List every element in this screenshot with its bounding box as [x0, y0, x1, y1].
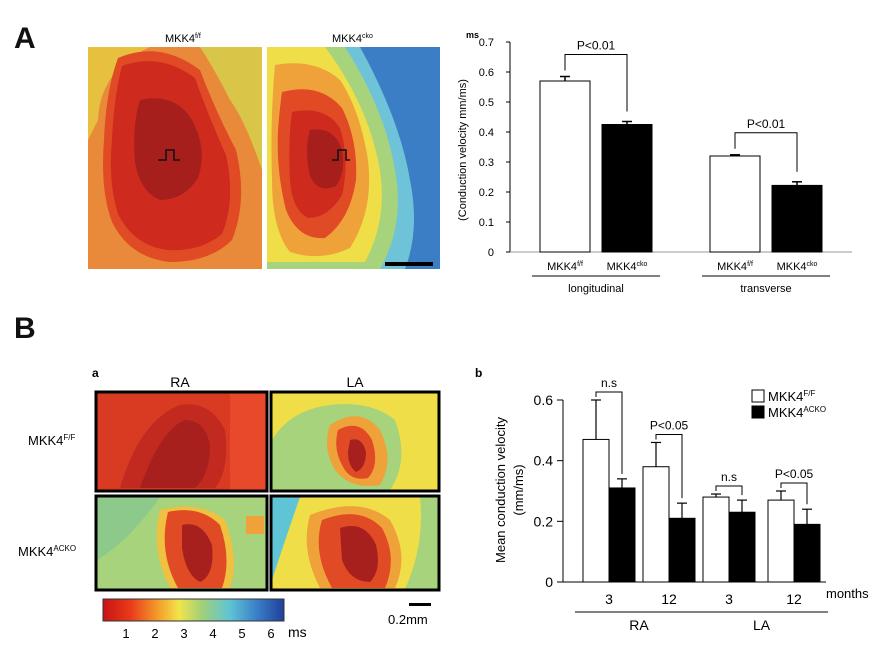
map-ra-acko — [94, 494, 269, 592]
colorbar-tick-label: 2 — [151, 626, 158, 641]
chart-b-significance-bracket — [780, 482, 808, 505]
chart-a-bar-label: MKK4cko — [607, 261, 648, 273]
row-title-ff: MKK4F/F — [28, 433, 76, 448]
chart-a-ytick-label: 0 — [488, 247, 494, 259]
panel-letter-b: B — [14, 312, 36, 345]
chart-a-bar — [539, 80, 591, 253]
panel-letter-a: A — [14, 22, 36, 55]
chart-b-region-label: LA — [753, 617, 771, 633]
activation-map-ff — [88, 47, 262, 269]
chart-a-significance-bracket — [734, 132, 798, 172]
chart-b: b Mean conduction velocity (mm/ms) 00.20… — [475, 366, 869, 633]
colorbar-tick-label: 3 — [180, 626, 187, 641]
chart-b-ytick-label: 0.6 — [534, 392, 554, 408]
scalebar — [409, 603, 431, 606]
chart-b-bar — [702, 496, 730, 583]
chart-a-bar-label: MKK4f/f — [717, 261, 753, 273]
colorbar-tick-label: 5 — [238, 626, 245, 641]
chart-a-group-label: longitudinal — [568, 283, 624, 295]
chart-a-ytick-label: 0.4 — [479, 127, 494, 139]
chart-a-ticks: 0 0.1 0.2 0.3 0.4 0.5 0.6 0.7 — [479, 37, 510, 259]
chart-b-significance-bracket — [595, 391, 623, 474]
chart-a-group-label: transverse — [740, 283, 791, 295]
chart-b-month-label: 12 — [786, 591, 802, 607]
colorbar-ticks: 1 2 3 4 5 6 — [122, 626, 274, 641]
chart-b-bar — [767, 499, 795, 583]
map-title-cko: MKK4cko — [332, 33, 373, 45]
activation-map-cko — [267, 47, 440, 269]
chart-a-bar — [709, 155, 761, 253]
chart-b-bar — [582, 438, 610, 583]
chart-b-significance-bracket — [655, 433, 683, 499]
map-la-acko — [269, 494, 441, 592]
chart-b-significance-label: n.s — [721, 470, 737, 484]
colorbar-tick-label: 6 — [267, 626, 274, 641]
chart-b-xunit: months — [826, 586, 869, 601]
chart-b-ylabel-2: (mm/ms) — [511, 464, 526, 515]
colorbar — [102, 598, 285, 622]
map-title-ff: MKK4f/f — [165, 33, 201, 45]
chart-a-significance-label: P<0.01 — [577, 39, 616, 53]
chart-a-ytick-label: 0.3 — [479, 157, 494, 169]
chart-b-legend: MKK4F/F MKK4ACKO — [751, 389, 826, 420]
map-ra-ff — [94, 390, 269, 493]
legend-label-acko: MKK4ACKO — [768, 405, 826, 420]
chart-a: (Conduction velocity mm/ms) 0 0.1 0.2 0.3 0.… — [457, 37, 852, 295]
chart-b-bars: 3 n.s 12 P<0.05 RA 3 n.s 12 P<0.05 LA — [575, 376, 828, 633]
chart-b-bar — [668, 517, 696, 583]
colorbar-tick-label: 4 — [209, 626, 216, 641]
chart-b-region-label: RA — [629, 617, 649, 633]
row-title-acko: MKK4ACKO — [18, 544, 76, 559]
chart-a-ytick-label: 0.5 — [479, 97, 494, 109]
chart-a-bar-label: MKK4f/f — [547, 261, 583, 273]
legend-swatch-ff — [751, 389, 765, 403]
chart-b-month-label: 12 — [661, 591, 677, 607]
chart-b-month-label: 3 — [605, 591, 613, 607]
chart-a-bars: MKK4f/f MKK4cko longitudinal P<0.01 MKK4f/f M… — [532, 39, 830, 295]
chart-b-bar — [728, 511, 756, 583]
legend-label-ff: MKK4F/F — [768, 389, 816, 404]
scalebar-label: 0.2mm — [388, 612, 428, 627]
chart-a-bar — [601, 124, 653, 253]
chart-b-ytick-label: 0.4 — [534, 453, 554, 469]
chart-a-ytick-label: 0.6 — [479, 67, 494, 79]
chart-a-ytick-label: 0.1 — [479, 217, 494, 229]
stray-unit-label: ms — [466, 30, 479, 40]
colorbar-unit: ms — [288, 624, 307, 640]
chart-b-significance-bracket — [715, 485, 743, 496]
chart-a-significance-label: P<0.01 — [747, 117, 786, 131]
chart-a-bar — [771, 184, 823, 253]
col-title-ra: RA — [170, 374, 190, 390]
chart-a-bar-label: MKK4cko — [777, 261, 818, 273]
chart-b-significance-label: P<0.05 — [650, 418, 689, 432]
colorbar-tick-label: 1 — [122, 626, 129, 641]
chart-b-significance-label: n.s — [601, 376, 617, 390]
chart-b-significance-label: P<0.05 — [775, 467, 814, 481]
chart-b-ytick-label: 0 — [545, 574, 553, 590]
chart-b-bar — [793, 523, 821, 583]
chart-b-ytick-label: 0.2 — [534, 513, 554, 529]
legend-swatch-acko — [751, 405, 765, 419]
chart-a-ytick-label: 0.7 — [479, 37, 494, 49]
col-title-la: LA — [346, 374, 364, 390]
chart-b-bar — [608, 487, 636, 583]
chart-b-ylabel-1: Mean conduction velocity — [493, 417, 508, 563]
chart-b-month-label: 3 — [725, 591, 733, 607]
panel-b-b-label: b — [475, 366, 482, 380]
panel-a-maps: MKK4f/f MKK4cko ms — [88, 30, 479, 269]
chart-b-ticks: 0 0.2 0.4 0.6 — [534, 392, 563, 590]
map-la-ff — [269, 390, 441, 493]
panel-b-a-label: a — [92, 366, 99, 380]
chart-a-ytick-label: 0.2 — [479, 187, 494, 199]
panel-b-maps: a RA LA MKK4F/F MKK4ACKO — [18, 366, 441, 641]
chart-a-significance-bracket — [564, 54, 628, 112]
chart-b-bar — [642, 466, 670, 583]
chart-a-ylabel: (Conduction velocity mm/ms) — [457, 79, 469, 221]
